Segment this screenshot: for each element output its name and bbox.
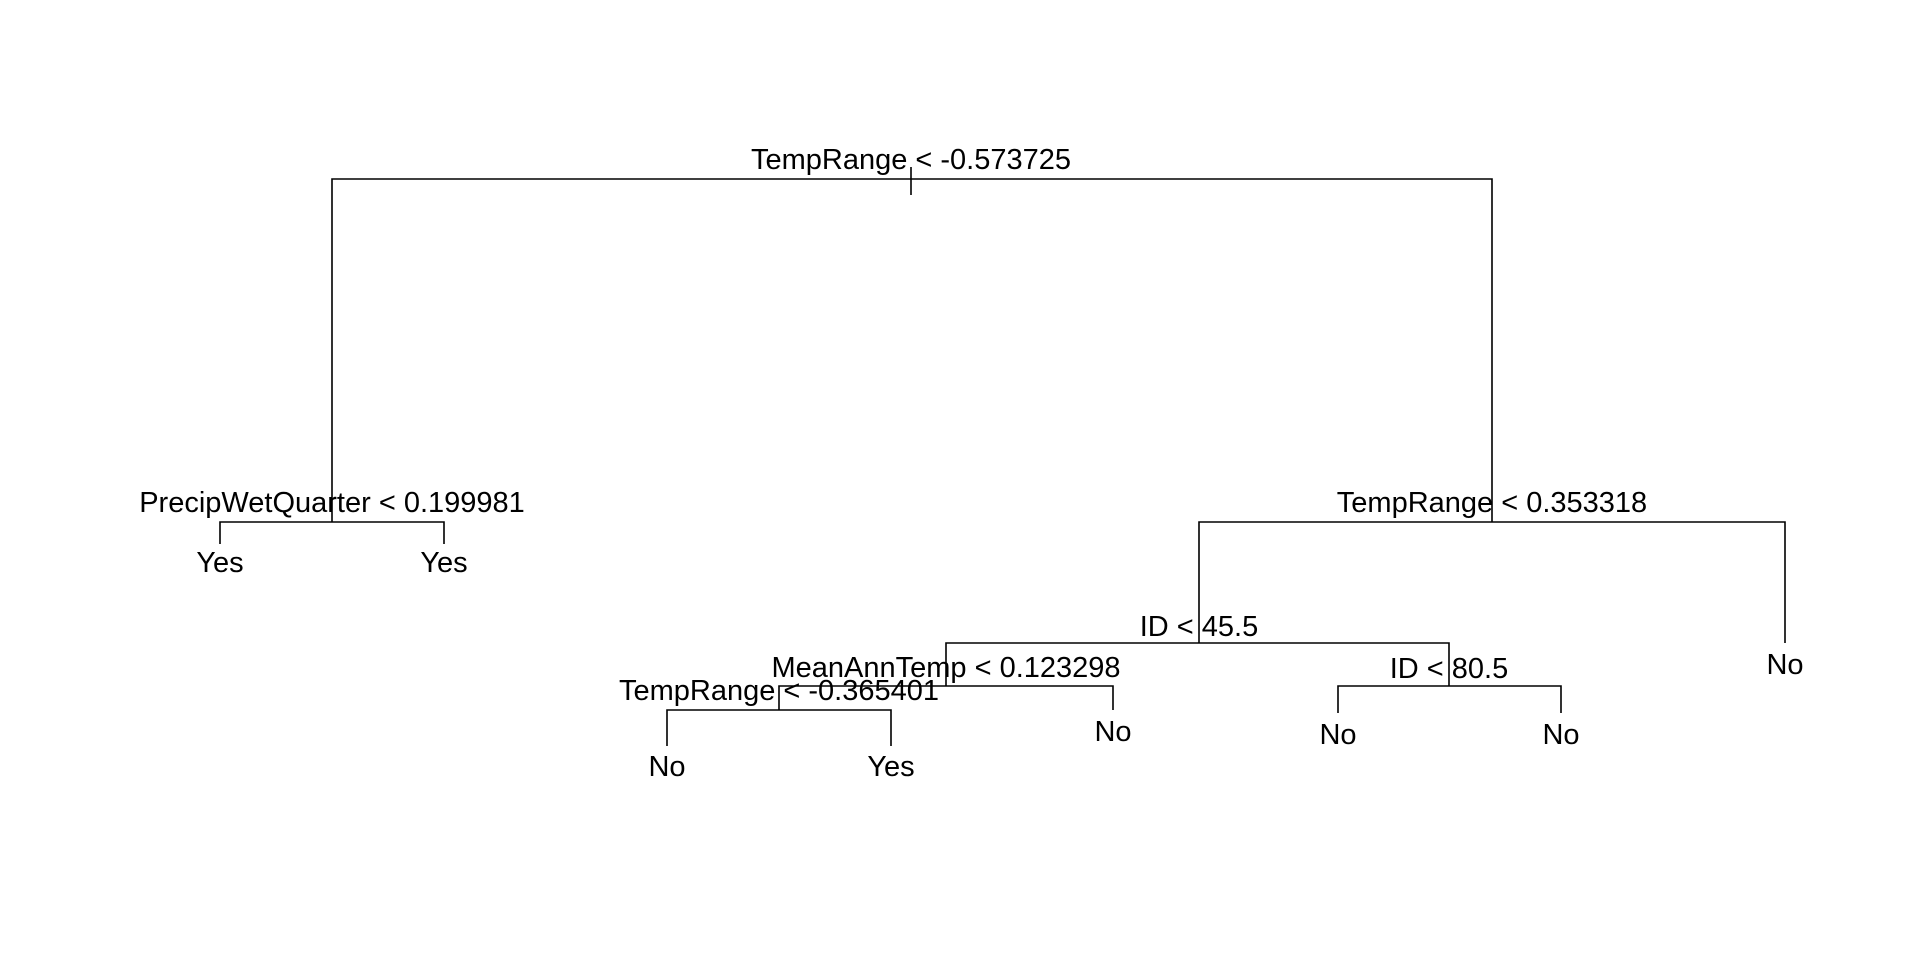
left-leaf-2-label: Yes (420, 547, 467, 579)
id-split-1-branch (945, 642, 1450, 686)
id-split-2-label: ID < 80.5 (1390, 653, 1509, 685)
leaf-no-d-label: No (1319, 719, 1356, 751)
meanann-split-label: MeanAnnTemp < 0.123298 (771, 652, 1120, 684)
id-split-2-branch (1337, 685, 1562, 713)
right-right-leaf-label: No (1766, 649, 1803, 681)
temprange-split-3-label: TempRange < -0.365401 (619, 675, 939, 707)
leaf-no-c-label: No (1094, 716, 1131, 748)
leaf-yes-b-label: Yes (867, 751, 914, 783)
meanann-split-branch (778, 685, 1114, 710)
id-split-1-label: ID < 45.5 (1140, 611, 1259, 643)
leaf-no-a-label: No (648, 751, 685, 783)
leaf-no-e-label: No (1542, 719, 1579, 751)
temprange-split-3-branch (666, 709, 892, 746)
root-split-label: TempRange < -0.573725 (751, 144, 1071, 176)
left-split-branch (219, 521, 445, 544)
root-branch (331, 178, 1493, 522)
left-split-label: PrecipWetQuarter < 0.199981 (139, 487, 525, 519)
left-leaf-1-label: Yes (196, 547, 243, 579)
right-split-branch (1198, 521, 1786, 643)
right-split-label: TempRange < 0.353318 (1337, 487, 1647, 519)
